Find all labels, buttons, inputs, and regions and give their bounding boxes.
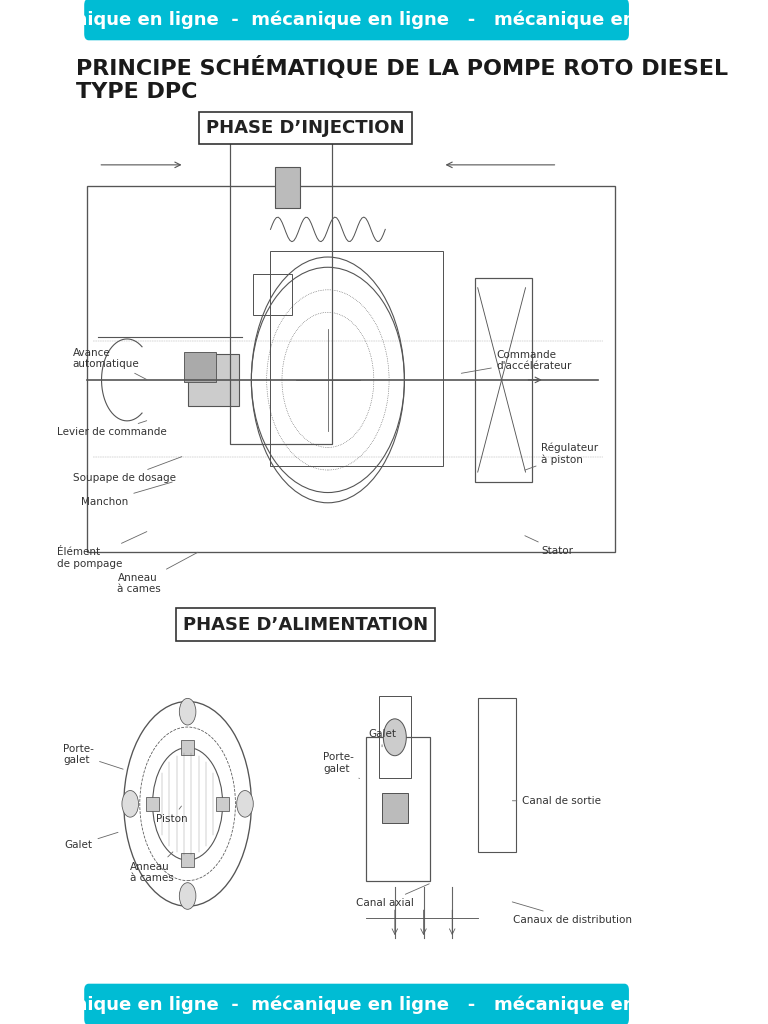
Bar [146,797,159,811]
FancyBboxPatch shape [85,985,627,1024]
Bar [184,351,217,382]
Text: Anneau
à cames: Anneau à cames [131,852,174,884]
Bar [478,698,516,852]
Text: Avance
automatique: Avance automatique [73,347,147,380]
Bar [230,137,333,444]
Bar [366,737,430,881]
Bar [253,274,292,315]
Bar [217,797,229,811]
Text: PRINCIPE SCHÉMATIQUE DE LA POMPE ROTO DIESEL: PRINCIPE SCHÉMATIQUE DE LA POMPE ROTO DI… [76,56,728,79]
Circle shape [237,791,253,817]
Text: Galet: Galet [368,729,396,746]
Circle shape [179,698,196,725]
Text: Levier de commande: Levier de commande [57,421,167,437]
Text: Anneau
à cames: Anneau à cames [118,552,198,595]
Text: PHASE D’ALIMENTATION: PHASE D’ALIMENTATION [183,615,428,634]
Bar [181,740,194,755]
Text: Soupape de dosage: Soupape de dosage [73,457,182,483]
Text: Galet: Galet [65,833,118,850]
Circle shape [179,883,196,909]
Text: Porte-
galet: Porte- galet [323,752,359,778]
Text: Stator: Stator [525,536,574,556]
FancyBboxPatch shape [85,0,627,39]
Text: TYPE DPC: TYPE DPC [76,82,197,102]
Text: Canal de sortie: Canal de sortie [512,796,601,806]
Text: Piston: Piston [156,806,187,824]
Bar [270,251,442,466]
Text: PHASE D’INJECTION: PHASE D’INJECTION [207,119,405,137]
Text: mécanique en ligne  -  mécanique en ligne   -   mécanique en ligne: mécanique en ligne - mécanique en ligne … [22,10,692,29]
Bar [181,853,194,867]
Bar [382,793,408,823]
Text: Canal axial: Canal axial [356,884,429,908]
Text: Régulateur
à piston: Régulateur à piston [525,442,598,470]
Circle shape [383,719,406,756]
Text: Commande
d'accélérateur: Commande d'accélérateur [462,349,572,374]
Text: Élément
de pompage: Élément de pompage [57,531,147,569]
Text: mécanique en ligne  -  mécanique en ligne   -   mécanique en ligne: mécanique en ligne - mécanique en ligne … [22,995,692,1014]
Text: Porte-
galet: Porte- galet [63,743,123,769]
Bar [187,354,239,406]
Bar [275,167,300,208]
Circle shape [122,791,138,817]
Text: Manchon: Manchon [81,482,172,507]
Text: Canaux de distribution: Canaux de distribution [512,902,632,925]
Bar [379,696,411,778]
Bar [475,278,532,482]
